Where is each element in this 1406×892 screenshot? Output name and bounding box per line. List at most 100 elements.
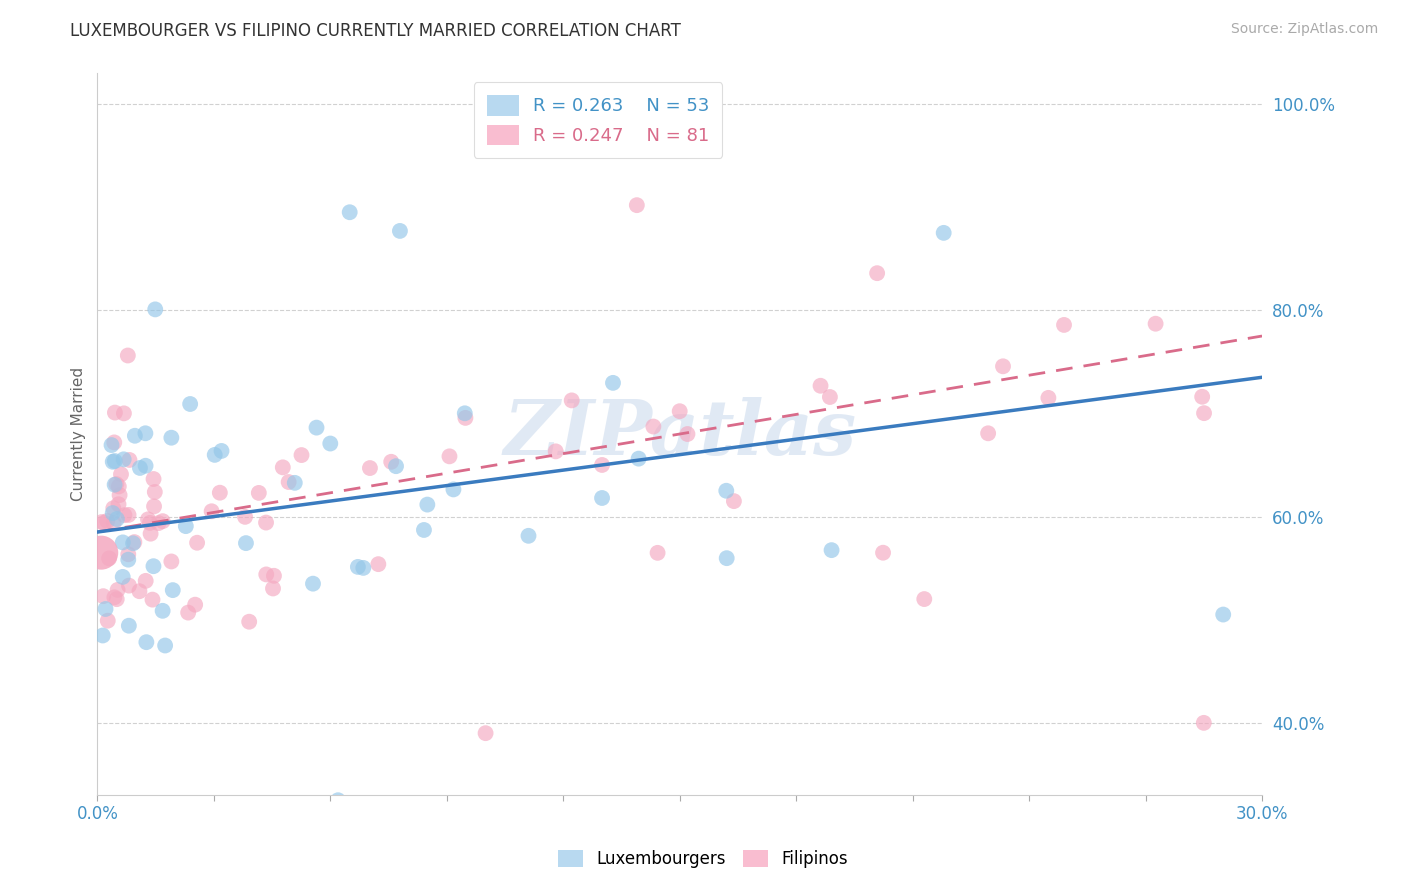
Text: ZIPatlas: ZIPatlas: [503, 397, 856, 471]
Point: [135, 635, 157, 649]
Point: [262, 582, 284, 596]
Point: [117, 552, 139, 566]
Point: [367, 557, 389, 571]
Point: [443, 483, 465, 497]
Point: [112, 452, 135, 467]
Point: [110, 467, 132, 482]
Point: [271, 460, 294, 475]
Point: [561, 393, 583, 408]
Point: [238, 615, 260, 629]
Point: [211, 444, 233, 458]
Point: [91, 589, 114, 603]
Point: [647, 546, 669, 560]
Point: [105, 477, 128, 491]
Point: [184, 598, 207, 612]
Point: [912, 592, 935, 607]
Point: [104, 406, 127, 420]
Point: [90, 546, 112, 560]
Point: [591, 491, 613, 505]
Point: [716, 483, 738, 498]
Point: [117, 508, 139, 522]
Point: [668, 404, 690, 418]
Point: [118, 618, 141, 632]
Point: [1053, 318, 1076, 332]
Point: [118, 579, 141, 593]
Point: [100, 438, 122, 452]
Point: [208, 485, 231, 500]
Point: [591, 458, 613, 472]
Point: [474, 726, 496, 740]
Point: [416, 498, 439, 512]
Point: [162, 583, 184, 598]
Point: [142, 559, 165, 574]
Point: [247, 486, 270, 500]
Point: [716, 551, 738, 566]
Point: [101, 455, 124, 469]
Point: [142, 472, 165, 486]
Point: [977, 426, 1000, 441]
Point: [179, 397, 201, 411]
Point: [104, 454, 127, 468]
Point: [117, 547, 139, 561]
Point: [454, 410, 477, 425]
Point: [96, 514, 118, 528]
Point: [1192, 406, 1215, 420]
Point: [643, 419, 665, 434]
Text: Source: ZipAtlas.com: Source: ZipAtlas.com: [1230, 22, 1378, 37]
Point: [1144, 317, 1167, 331]
Point: [143, 302, 166, 317]
Point: [105, 592, 128, 607]
Point: [810, 378, 832, 392]
Point: [135, 574, 157, 588]
Point: [118, 453, 141, 467]
Point: [114, 508, 136, 523]
Point: [347, 560, 370, 574]
Point: [254, 567, 277, 582]
Point: [124, 429, 146, 443]
Point: [235, 536, 257, 550]
Point: [932, 226, 955, 240]
Point: [143, 500, 166, 514]
Y-axis label: Currently Married: Currently Married: [72, 367, 86, 501]
Point: [108, 488, 131, 502]
Point: [359, 461, 381, 475]
Point: [991, 359, 1014, 374]
Point: [103, 501, 125, 516]
Point: [97, 614, 120, 628]
Point: [204, 448, 226, 462]
Text: LUXEMBOURGER VS FILIPINO CURRENTLY MARRIED CORRELATION CHART: LUXEMBOURGER VS FILIPINO CURRENTLY MARRI…: [70, 22, 681, 40]
Point: [627, 451, 650, 466]
Point: [111, 570, 134, 584]
Point: [319, 436, 342, 450]
Point: [380, 455, 402, 469]
Point: [177, 606, 200, 620]
Point: [103, 591, 125, 605]
Point: [723, 494, 745, 508]
Point: [160, 431, 183, 445]
Point: [112, 406, 135, 420]
Legend: R = 0.263    N = 53, R = 0.247    N = 81: R = 0.263 N = 53, R = 0.247 N = 81: [474, 82, 723, 158]
Point: [352, 561, 374, 575]
Point: [284, 475, 307, 490]
Point: [1038, 391, 1060, 405]
Point: [93, 516, 115, 530]
Point: [103, 435, 125, 450]
Point: [820, 543, 842, 558]
Point: [105, 512, 128, 526]
Point: [626, 198, 648, 212]
Point: [1212, 607, 1234, 622]
Point: [111, 535, 134, 549]
Point: [152, 514, 174, 528]
Point: [305, 420, 328, 434]
Point: [107, 497, 129, 511]
Point: [143, 485, 166, 500]
Point: [1192, 715, 1215, 730]
Point: [818, 390, 841, 404]
Point: [385, 459, 408, 474]
Point: [544, 444, 567, 458]
Point: [326, 793, 349, 807]
Point: [302, 576, 325, 591]
Point: [98, 551, 121, 566]
Point: [107, 479, 129, 493]
Point: [439, 450, 461, 464]
